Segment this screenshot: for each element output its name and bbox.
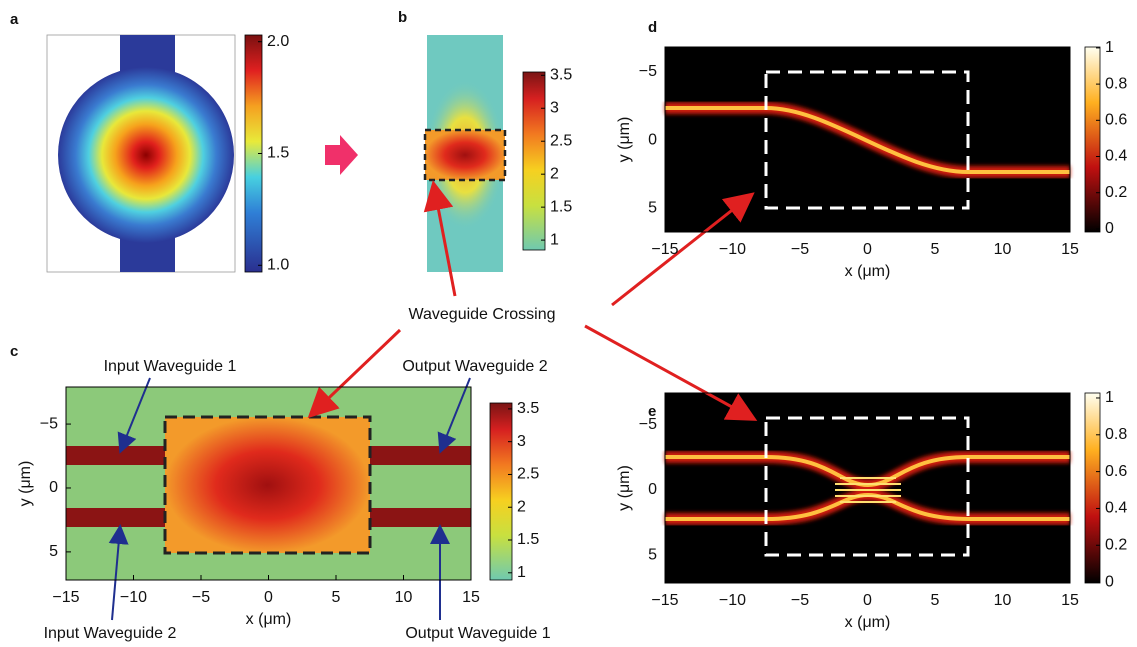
x-axis-label: x (μm) xyxy=(845,263,891,280)
x-tick-label: 15 xyxy=(1061,241,1079,258)
pink-arrow xyxy=(325,135,358,175)
colorbar-tick-label: 1.5 xyxy=(267,145,289,162)
colorbar-tick-label: 1 xyxy=(550,231,559,248)
x-tick-label: −10 xyxy=(120,589,147,606)
panel-letter: a xyxy=(10,11,19,28)
annotation: Output Waveguide 1 xyxy=(405,625,550,642)
annotation: Input Waveguide 1 xyxy=(104,358,237,375)
colorbar-tick-label: 1.5 xyxy=(550,198,572,215)
blue-arrows xyxy=(108,377,471,621)
colorbar xyxy=(1084,392,1101,584)
x-tick-label: 5 xyxy=(931,592,940,609)
x-tick-label: 5 xyxy=(332,589,341,606)
x-tick-label: 15 xyxy=(1061,592,1079,609)
colorbar-tick-label: 0.4 xyxy=(1105,148,1127,165)
x-tick-label: −5 xyxy=(791,592,809,609)
x-tick-label: 5 xyxy=(931,241,940,258)
y-tick-label: 0 xyxy=(49,479,58,496)
x-tick-label: −5 xyxy=(791,241,809,258)
colorbar-tick-label: 1.0 xyxy=(267,257,289,274)
x-tick-label: 0 xyxy=(863,592,872,609)
colorbar-tick-label: 2.0 xyxy=(267,33,289,50)
panel-letter: d xyxy=(648,19,657,36)
x-tick-label: 10 xyxy=(395,589,413,606)
x-axis-label: x (μm) xyxy=(845,614,891,631)
x-axis-label: x (μm) xyxy=(246,611,292,628)
colorbar-tick-label: 0.6 xyxy=(1105,463,1127,480)
colorbar-tick-label: 2.5 xyxy=(517,466,539,483)
colorbar xyxy=(489,402,513,581)
red-arrows xyxy=(307,180,758,421)
annotation: Input Waveguide 2 xyxy=(44,625,177,642)
colorbar-tick-label: 3.5 xyxy=(550,67,572,84)
colorbar xyxy=(1084,46,1101,233)
x-tick-label: 15 xyxy=(462,589,480,606)
colorbar-tick-label: 0.8 xyxy=(1105,426,1127,443)
colorbar-tick-label: 2 xyxy=(550,165,559,182)
y-axis-label: y (μm) xyxy=(616,117,633,163)
colorbar-tick-label: 0.2 xyxy=(1105,184,1127,201)
x-tick-label: −15 xyxy=(651,241,678,258)
colorbar-tick-label: 1 xyxy=(517,564,526,581)
y-axis-label: y (μm) xyxy=(616,465,633,511)
colorbar-tick-label: 0.2 xyxy=(1105,536,1127,553)
y-tick-label: 0 xyxy=(648,131,657,148)
y-tick-label: 5 xyxy=(648,199,657,216)
colorbar-tick-label: 3 xyxy=(550,99,559,116)
colorbar-tick-label: 2 xyxy=(517,498,526,515)
annotation: Output Waveguide 2 xyxy=(402,358,547,375)
panel-letter: c xyxy=(10,343,18,360)
panel-a-image xyxy=(46,34,236,273)
y-tick-label: −5 xyxy=(639,63,657,80)
x-tick-label: −10 xyxy=(719,592,746,609)
x-tick-label: −15 xyxy=(651,592,678,609)
y-tick-label: 5 xyxy=(648,546,657,563)
x-tick-label: 0 xyxy=(863,241,872,258)
colorbar-tick-label: 3.5 xyxy=(517,400,539,417)
annotation: Waveguide Crossing xyxy=(408,306,555,323)
y-axis-label: y (μm) xyxy=(17,461,34,507)
colorbar-tick-label: 0.4 xyxy=(1105,500,1127,517)
x-tick-label: 10 xyxy=(994,241,1012,258)
x-tick-label: −10 xyxy=(719,241,746,258)
colorbar-tick-label: 1 xyxy=(1105,389,1114,406)
x-tick-label: 10 xyxy=(994,592,1012,609)
colorbar-tick-label: 1 xyxy=(1105,39,1114,56)
x-tick-label: 0 xyxy=(264,589,273,606)
panel-letter: b xyxy=(398,9,407,26)
colorbar xyxy=(522,71,546,251)
colorbar-tick-label: 1.5 xyxy=(517,531,539,548)
x-tick-label: −15 xyxy=(52,589,79,606)
colorbar-tick-label: 0.8 xyxy=(1105,75,1127,92)
panel-letter: e xyxy=(648,403,656,420)
y-tick-label: −5 xyxy=(40,415,58,432)
panel-e-image xyxy=(665,393,1070,583)
panel-b-image xyxy=(423,35,507,272)
y-tick-label: 0 xyxy=(648,481,657,498)
y-tick-label: 5 xyxy=(49,543,58,560)
y-tick-label: −5 xyxy=(639,416,657,433)
x-tick-label: −5 xyxy=(192,589,210,606)
colorbar-tick-label: 0 xyxy=(1105,220,1114,237)
colorbar-tick-label: 0.6 xyxy=(1105,112,1127,129)
colorbar-tick-label: 2.5 xyxy=(550,132,572,149)
colorbar-tick-label: 3 xyxy=(517,433,526,450)
panel-d-image xyxy=(665,47,1070,232)
colorbar-tick-label: 0 xyxy=(1105,573,1114,590)
panel-c-image xyxy=(66,387,471,580)
